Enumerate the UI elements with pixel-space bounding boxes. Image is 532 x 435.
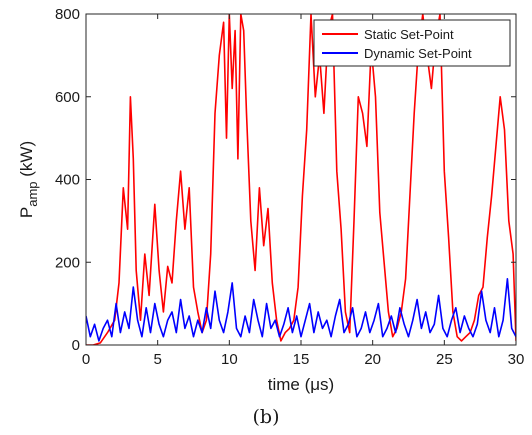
series-layer	[86, 14, 516, 345]
y-axis-label: Pamp (kW)	[17, 141, 40, 218]
x-tick-label: 5	[153, 351, 161, 368]
x-tick-label: 0	[82, 351, 90, 368]
ticks-layer: 0 5 10 15 20 25 30 0 200 400 600 800	[55, 6, 524, 368]
legend-box	[313, 19, 511, 67]
y-tick-label: 800	[55, 6, 80, 23]
y-tick-label: 0	[72, 337, 80, 354]
y-tick-label: 600	[55, 89, 80, 106]
legend-label: Static Set-Point	[364, 27, 454, 42]
x-tick-label: 25	[436, 351, 453, 368]
x-tick-label: 15	[293, 351, 310, 368]
y-tick-label: 400	[55, 172, 80, 189]
legend: Static Set-Point Dynamic Set-Point	[313, 19, 511, 67]
figure-caption: (b)	[252, 406, 280, 428]
y-tick-label: 200	[55, 254, 80, 271]
x-tick-label: 30	[508, 351, 525, 368]
legend-label: Dynamic Set-Point	[364, 46, 472, 61]
chart: 0 5 10 15 20 25 30 0 200 400 600 800 time (μs) Pamp…	[17, 6, 524, 394]
x-tick-label: 20	[364, 351, 381, 368]
x-axis-label: time (μs)	[268, 375, 334, 394]
series-line-static-set-point	[86, 14, 516, 345]
series-line-dynamic-set-point	[86, 277, 516, 342]
x-tick-label: 10	[221, 351, 238, 368]
